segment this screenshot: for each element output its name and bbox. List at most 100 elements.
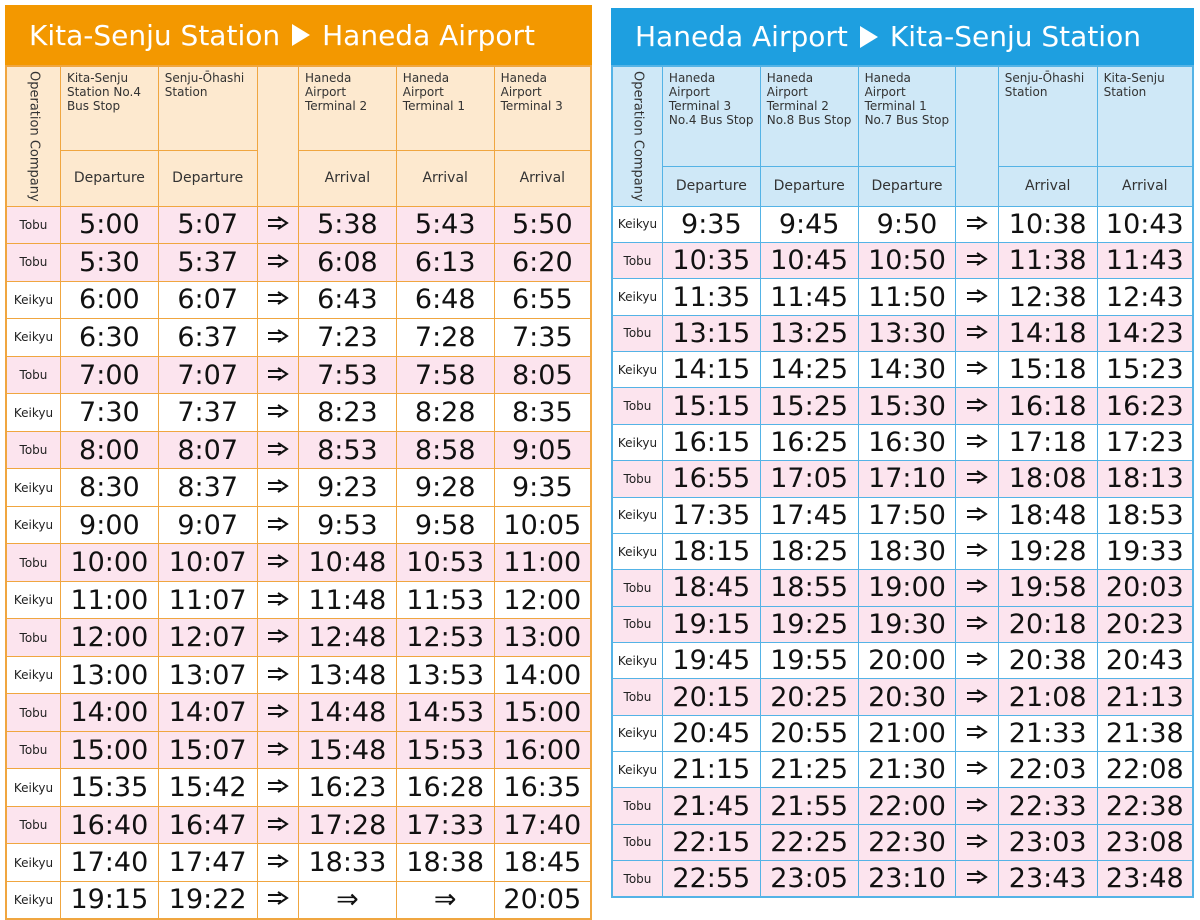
time: 21:33 xyxy=(997,714,1098,753)
arrow-icon xyxy=(967,870,988,884)
time: 15:23 xyxy=(1096,351,1194,389)
time: 13:00 xyxy=(493,618,592,657)
time: 8:28 xyxy=(395,393,495,432)
arrow-cell xyxy=(955,751,999,789)
time: 8:35 xyxy=(493,393,592,432)
time: 21:15 xyxy=(661,751,761,789)
arrow-cell xyxy=(256,205,299,245)
time: 13:15 xyxy=(661,314,761,353)
company: Keikyu xyxy=(5,655,61,695)
company-header: Operation Company xyxy=(611,65,663,207)
time: 14:53 xyxy=(395,693,495,732)
time: 20:43 xyxy=(1096,641,1194,680)
time: 10:43 xyxy=(1096,205,1194,244)
time: 6:30 xyxy=(59,318,159,357)
time: 23:43 xyxy=(997,860,1098,898)
time: 7:35 xyxy=(493,318,592,357)
arrow-cell xyxy=(256,768,299,807)
arrow-cell xyxy=(955,460,999,498)
company: Tobu xyxy=(5,693,61,732)
time: 11:43 xyxy=(1096,242,1194,280)
time: 22:15 xyxy=(661,823,761,862)
arrow-icon xyxy=(267,366,289,381)
arrow-icon xyxy=(267,704,289,718)
time: 9:35 xyxy=(661,205,761,244)
time: 19:58 xyxy=(997,569,1098,607)
time: 18:45 xyxy=(661,569,761,607)
trip-row: Tobu 14:00 14:07 14:48 14:53 15:00 xyxy=(5,693,592,732)
company: Keikyu xyxy=(611,714,663,753)
arrow-icon xyxy=(267,891,289,906)
trip-row: Tobu 22:15 22:25 22:30 23:03 23:08 xyxy=(611,823,1194,862)
arrow-icon xyxy=(267,629,289,643)
time: 17:40 xyxy=(59,843,159,882)
event-label: Arrival xyxy=(997,165,1098,207)
time: 8:00 xyxy=(59,430,159,470)
time: 21:00 xyxy=(857,714,957,753)
time: 5:37 xyxy=(157,243,258,282)
stop-name: Haneda Airport Terminal 2 No.8 Bus Stop xyxy=(759,65,859,167)
arrow-cell xyxy=(955,532,999,571)
trip-row: Keikyu 9:00 9:07 9:53 9:58 10:05 xyxy=(5,505,592,545)
time: 8:58 xyxy=(395,430,495,470)
time: 10:05 xyxy=(493,505,592,545)
time: 12:00 xyxy=(493,580,592,620)
company: Tobu xyxy=(5,430,61,470)
stop-name: Haneda Airport Terminal 3 xyxy=(493,65,592,151)
arrow-cell xyxy=(256,805,299,845)
trip-row: Tobu 16:40 16:47 17:28 17:33 17:40 xyxy=(5,805,592,845)
title-to: Kita-Senju Station xyxy=(889,20,1141,53)
time: 14:15 xyxy=(661,351,761,389)
company: Keikyu xyxy=(5,468,61,507)
arrow-cell xyxy=(955,678,999,716)
trip-row: Tobu 16:55 17:05 17:10 18:08 18:13 xyxy=(611,460,1194,498)
time: 15:15 xyxy=(661,387,761,425)
company: Keikyu xyxy=(5,843,61,882)
trip-row: Tobu 15:00 15:07 15:48 15:53 16:00 xyxy=(5,730,592,770)
company: Keikyu xyxy=(5,393,61,432)
time: 15:35 xyxy=(59,768,159,807)
time: 17:47 xyxy=(157,843,258,882)
event-label: Arrival xyxy=(297,149,397,207)
arrow-cell xyxy=(256,243,299,282)
arrow-cell xyxy=(256,843,299,882)
time: 9:58 xyxy=(395,505,495,545)
time: 11:50 xyxy=(857,278,957,316)
company: Tobu xyxy=(611,605,663,644)
time: 16:30 xyxy=(857,423,957,462)
arrow-cell xyxy=(256,543,299,582)
stop-name: Haneda Airport Terminal 2 xyxy=(297,65,397,151)
title-arrow xyxy=(859,25,878,48)
time: 20:38 xyxy=(997,641,1098,680)
time: 7:53 xyxy=(297,355,397,395)
trip-row: Keikyu 8:30 8:37 9:23 9:28 9:35 xyxy=(5,468,592,507)
time: 17:23 xyxy=(1096,423,1194,462)
time: 5:43 xyxy=(395,205,495,245)
time: ⇒ xyxy=(297,880,397,920)
event-label: Arrival xyxy=(1096,165,1194,207)
company: Tobu xyxy=(5,618,61,657)
time: 15:30 xyxy=(857,387,957,425)
time: 17:50 xyxy=(857,496,957,534)
time: 13:25 xyxy=(759,314,859,353)
time: 16:15 xyxy=(661,423,761,462)
trip-row: Keikyu 9:35 9:45 9:50 10:38 10:43 xyxy=(611,205,1194,244)
time: 10:48 xyxy=(297,543,397,582)
time: 7:37 xyxy=(157,393,258,432)
time: 11:07 xyxy=(157,580,258,620)
time: 14:18 xyxy=(997,314,1098,353)
time: 7:30 xyxy=(59,393,159,432)
time: 14:30 xyxy=(857,351,957,389)
time: 15:53 xyxy=(395,730,495,770)
time: 18:38 xyxy=(395,843,495,882)
stop-name: Haneda Airport Terminal 1 No.7 Bus Stop xyxy=(857,65,957,167)
time: 18:30 xyxy=(857,532,957,571)
time: 15:18 xyxy=(997,351,1098,389)
time: 17:18 xyxy=(997,423,1098,462)
time: 22:03 xyxy=(997,751,1098,789)
time: 11:00 xyxy=(493,543,592,582)
timetable: Operation Company Kita-Senju Station No.4… xyxy=(5,65,592,920)
arrow-cell xyxy=(955,714,999,753)
arrow-icon xyxy=(967,216,988,230)
time: 16:40 xyxy=(59,805,159,845)
